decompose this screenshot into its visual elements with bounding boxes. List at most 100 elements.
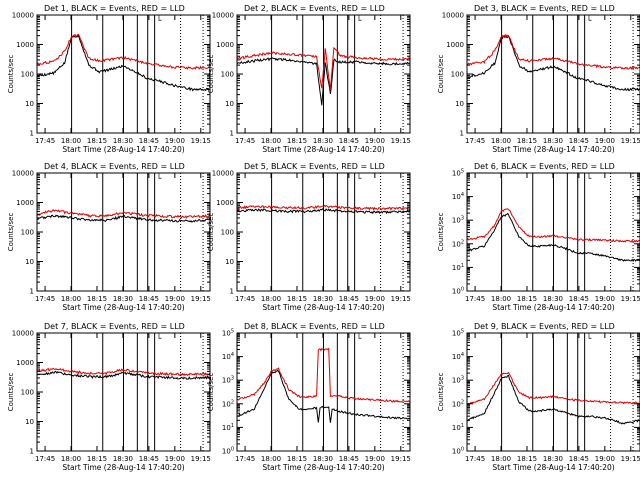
- x-tick-label: 18:00: [261, 455, 281, 463]
- series-red-lld: [236, 204, 411, 211]
- x-tick-label: 18:00: [491, 137, 511, 145]
- y-tick-label: 103: [452, 216, 464, 225]
- y-tick-label: 1000: [216, 199, 234, 207]
- y-tick-label: 101: [452, 423, 464, 432]
- series-red-lld: [36, 209, 211, 219]
- y-tick-label: 100: [452, 447, 464, 456]
- legend-bracket: └: [357, 173, 362, 183]
- x-tick-label: 19:15: [191, 295, 211, 303]
- panel-title: Det 9, BLACK = Events, RED = LLD: [474, 322, 615, 331]
- series-black-events: [237, 369, 411, 423]
- series-black-events: [466, 374, 640, 425]
- y-tick-label: 100: [221, 229, 234, 237]
- y-tick-label: 1000: [216, 41, 234, 49]
- y-tick-label: 103: [452, 376, 464, 385]
- x-tick-label: 17:45: [465, 137, 485, 145]
- x-tick-label: 19:15: [191, 455, 211, 463]
- y-tick-label: 1: [230, 130, 234, 138]
- x-tick-label: 18:15: [87, 295, 107, 303]
- y-tick-label: 10: [25, 418, 34, 426]
- x-tick-label: 19:00: [165, 137, 185, 145]
- series-black-events: [36, 370, 211, 380]
- series-black-events: [36, 33, 211, 92]
- x-tick-label: 18:00: [261, 295, 281, 303]
- y-tick-label: 10000: [12, 170, 34, 178]
- x-axis-label: Start Time (28-Aug-14 17:40:20): [492, 303, 614, 312]
- legend-bracket: └: [587, 333, 592, 343]
- x-tick-label: 19:00: [595, 137, 615, 145]
- x-tick-label: 17:45: [35, 455, 55, 463]
- x-tick-label: 18:15: [87, 137, 107, 145]
- y-tick-label: 104: [452, 192, 464, 201]
- y-tick-label: 10: [455, 100, 464, 108]
- x-tick-label: 17:45: [235, 295, 255, 303]
- x-tick-label: 19:00: [595, 295, 615, 303]
- x-tick-label: 19:00: [365, 137, 385, 145]
- y-tick-label: 103: [222, 376, 234, 385]
- y-axis-label: Counts/sec: [207, 55, 215, 94]
- series-black-events: [236, 57, 411, 106]
- plot-frame: [466, 332, 640, 452]
- x-tick-label: 18:00: [61, 295, 81, 303]
- y-tick-label: 100: [221, 71, 234, 79]
- y-axis-label: Counts/sec: [207, 213, 215, 252]
- x-axis-label: Start Time (28-Aug-14 17:40:20): [492, 463, 614, 472]
- y-tick-label: 10: [225, 100, 234, 108]
- y-tick-label: 1: [30, 288, 34, 296]
- series-red-lld: [36, 367, 211, 377]
- series-red-lld: [466, 208, 640, 243]
- x-tick-label: 18:30: [313, 295, 333, 303]
- series-red-lld: [466, 33, 640, 71]
- y-tick-label: 100: [452, 287, 464, 296]
- series-red-lld: [36, 33, 211, 70]
- legend-bracket: └: [587, 173, 592, 183]
- x-axis-label: Start Time (28-Aug-14 17:40:20): [62, 145, 184, 154]
- y-tick-label: 1: [230, 288, 234, 296]
- series-red-lld: [236, 46, 411, 89]
- x-tick-label: 18:00: [261, 137, 281, 145]
- y-tick-label: 100: [222, 447, 234, 456]
- x-tick-label: 19:15: [391, 455, 411, 463]
- y-tick-label: 10000: [212, 12, 234, 20]
- x-tick-label: 18:30: [543, 455, 563, 463]
- panel-title: Det 7, BLACK = Events, RED = LLD: [44, 322, 185, 331]
- y-tick-label: 10000: [12, 330, 34, 338]
- panel-det-7: Det 7, BLACK = Events, RED = LLD └ 1 10 100 1…: [7, 322, 211, 472]
- y-axis-label: Counts/sec: [437, 213, 445, 252]
- y-tick-label: 101: [222, 423, 234, 432]
- x-axis-label: Start Time (28-Aug-14 17:40:20): [262, 463, 384, 472]
- legend-bracket: └: [357, 333, 362, 343]
- x-tick-label: 19:15: [621, 295, 640, 303]
- y-tick-label: 10000: [442, 12, 464, 20]
- x-tick-label: 19:00: [165, 455, 185, 463]
- x-tick-label: 18:15: [87, 455, 107, 463]
- x-tick-label: 18:30: [313, 137, 333, 145]
- x-tick-label: 18:45: [569, 455, 589, 463]
- x-tick-label: 18:45: [339, 295, 359, 303]
- x-tick-label: 17:45: [235, 137, 255, 145]
- x-tick-label: 18:15: [517, 455, 537, 463]
- x-tick-label: 18:30: [113, 137, 133, 145]
- panel-det-6: Det 6, BLACK = Events, RED = LLD └ 100 101 1…: [437, 162, 640, 312]
- plot-frame: [466, 172, 640, 292]
- x-tick-label: 18:00: [491, 455, 511, 463]
- x-tick-label: 18:15: [517, 295, 537, 303]
- x-tick-label: 19:00: [165, 295, 185, 303]
- y-tick-label: 105: [452, 169, 464, 178]
- y-tick-label: 100: [451, 71, 464, 79]
- x-tick-label: 18:00: [61, 137, 81, 145]
- panel-det-8: Det 8, BLACK = Events, RED = LLD └ 100 101 1…: [207, 322, 411, 472]
- series-black-events: [466, 212, 640, 263]
- panel-title: Det 1, BLACK = Events, RED = LLD: [44, 4, 185, 13]
- x-axis-label: Start Time (28-Aug-14 17:40:20): [62, 463, 184, 472]
- x-tick-label: 18:45: [139, 137, 159, 145]
- x-tick-label: 18:30: [113, 455, 133, 463]
- x-tick-label: 17:45: [35, 295, 55, 303]
- panel-det-5: Det 5, BLACK = Events, RED = LLD └ 1 10 100 1…: [207, 162, 411, 312]
- panel-title: Det 2, BLACK = Events, RED = LLD: [244, 4, 385, 13]
- x-tick-label: 19:00: [365, 455, 385, 463]
- y-tick-label: 102: [452, 239, 464, 248]
- y-tick-label: 10: [25, 100, 34, 108]
- plot-frame: [236, 332, 411, 452]
- y-tick-label: 1: [30, 130, 34, 138]
